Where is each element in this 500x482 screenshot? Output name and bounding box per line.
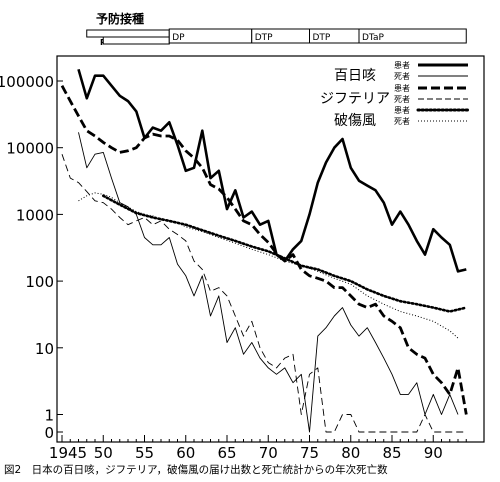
legend: 百日咳 患者 死者 ジフテリア 患者 死者 破傷風 患者 死者 bbox=[320, 60, 470, 129]
legend-cases-label: 患者 bbox=[394, 105, 410, 115]
vaccination-period-box bbox=[358, 28, 467, 44]
vaccination-d-period bbox=[86, 29, 170, 38]
y-tick-label: 0 bbox=[44, 424, 54, 442]
legend-deaths-label: 死者 bbox=[394, 117, 410, 126]
y-tick-label: 10000 bbox=[6, 140, 54, 158]
series-line-4 bbox=[102, 194, 468, 313]
series-line-0 bbox=[77, 68, 467, 273]
legend-entry-pertussis: 百日咳 患者 死者 bbox=[334, 60, 468, 84]
y-axis: 100000 10000 1000 100 10 10 bbox=[0, 73, 63, 442]
series-line-5 bbox=[78, 192, 459, 339]
series-layer bbox=[60, 68, 468, 433]
vaccination-period-boxes: DP DTP DTP DTaP bbox=[86, 28, 467, 45]
vaccination-title: 予防接種 bbox=[96, 11, 144, 26]
legend-disease-label: ジフテリア bbox=[320, 91, 390, 107]
legend-cases-label: 患者 bbox=[394, 60, 410, 70]
legend-cases-label: 患者 bbox=[394, 83, 410, 93]
vaccination-period-label: DTaP bbox=[362, 33, 384, 43]
x-axis: 1945 50 55 60 65 70 75 80 85 90 bbox=[49, 435, 467, 462]
legend-entry-tetanus: 破傷風 患者 死者 bbox=[334, 105, 470, 129]
y-tick-label: 1 bbox=[44, 407, 54, 425]
y-tick-label: 1000 bbox=[16, 206, 54, 224]
vaccination-period-label: DP bbox=[172, 33, 185, 43]
series-line-1 bbox=[78, 132, 459, 433]
x-tick-label: 80 bbox=[341, 444, 360, 462]
x-tick-label: 60 bbox=[176, 444, 195, 462]
y-tick-label: 100 bbox=[25, 273, 54, 291]
plot-frame bbox=[56, 55, 485, 443]
x-tick-label: 55 bbox=[135, 444, 154, 462]
vaccination-period-label: DTP bbox=[313, 33, 331, 43]
y-tick-label: 10 bbox=[35, 340, 54, 358]
series-line-3 bbox=[61, 154, 467, 433]
legend-deaths-label: 死者 bbox=[394, 72, 410, 81]
series-line-2 bbox=[60, 85, 468, 415]
x-tick-label: 65 bbox=[217, 444, 236, 462]
vaccination-period-label: DTP bbox=[255, 33, 273, 43]
legend-disease-label: 百日咳 bbox=[334, 68, 376, 84]
x-tick-label: 90 bbox=[424, 444, 443, 462]
vaccination-p-period bbox=[102, 36, 170, 45]
legend-disease-label: 破傷風 bbox=[334, 113, 376, 129]
x-tick-label: 70 bbox=[259, 444, 278, 462]
x-tick-label: 85 bbox=[382, 444, 401, 462]
legend-entry-diphtheria: ジフテリア 患者 死者 bbox=[320, 83, 468, 107]
y-tick-label: 100000 bbox=[0, 73, 54, 91]
x-tick-label: 1945 bbox=[49, 444, 87, 462]
figure-caption: 図2 日本の百日咳，ジフテリア，破傷風の届け出数と死亡統計からの年次死亡数 bbox=[4, 464, 388, 476]
legend-deaths-label: 死者 bbox=[394, 95, 410, 104]
x-tick-label: 75 bbox=[300, 444, 319, 462]
x-tick-label: 50 bbox=[94, 444, 113, 462]
